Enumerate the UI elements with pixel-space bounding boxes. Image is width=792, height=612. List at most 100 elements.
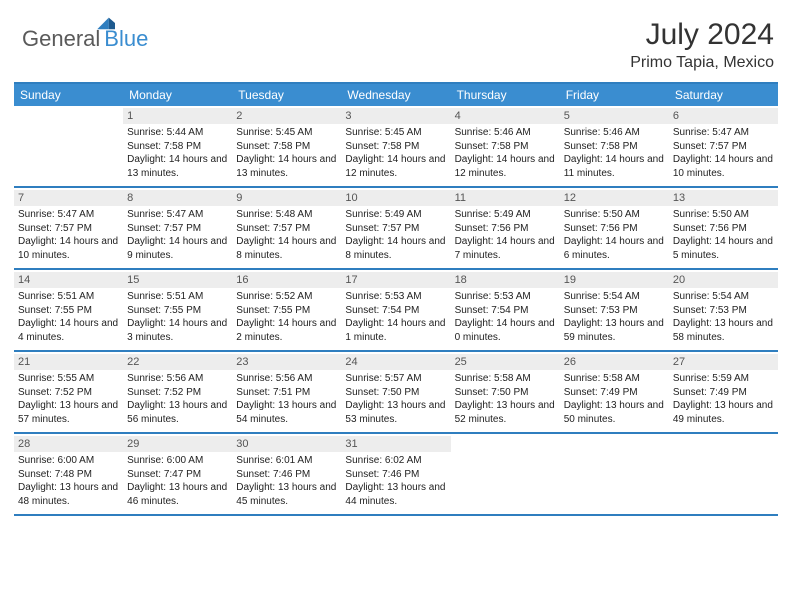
calendar-cell: 19 Sunrise: 5:54 AMSunset: 7:53 PMDayligh… <box>560 270 669 350</box>
cell-body: Sunrise: 5:47 AMSunset: 7:57 PMDaylight:… <box>673 126 774 180</box>
date-number: 16 <box>232 272 341 288</box>
cell-body: Sunrise: 5:58 AMSunset: 7:49 PMDaylight:… <box>564 372 665 426</box>
calendar-cell: 11Sunrise: 5:49 AMSunset: 7:56 PMDayligh… <box>451 188 560 268</box>
date-number: 24 <box>341 354 450 370</box>
cell-body: Sunrise: 5:55 AMSunset: 7:52 PMDaylight:… <box>18 372 119 426</box>
calendar-week: 1 Sunrise: 5:44 AMSunset: 7:58 PMDaylight… <box>14 106 778 188</box>
date-number: 13 <box>669 190 778 206</box>
date-number: 28 <box>14 436 123 452</box>
cell-body: Sunrise: 5:51 AMSunset: 7:55 PMDaylight:… <box>18 290 119 344</box>
calendar-cell: 21 Sunrise: 5:55 AMSunset: 7:52 PMDayligh… <box>14 352 123 432</box>
calendar-cell: 9 Sunrise: 5:48 AMSunset: 7:57 PMDaylight… <box>232 188 341 268</box>
cell-body: Sunrise: 5:48 AMSunset: 7:57 PMDaylight:… <box>236 208 337 262</box>
date-number: 1 <box>123 108 232 124</box>
date-number: 26 <box>560 354 669 370</box>
day-header: Friday <box>560 84 669 106</box>
calendar-cell: 18Sunrise: 5:53 AMSunset: 7:54 PMDayligh… <box>451 270 560 350</box>
date-number: 12 <box>560 190 669 206</box>
day-header: Sunday <box>14 84 123 106</box>
cell-body: Sunrise: 5:56 AMSunset: 7:52 PMDaylight:… <box>127 372 228 426</box>
page-header: GeneralBlue July 2024 Primo Tapia, Mexic… <box>14 18 778 72</box>
date-number: 22 <box>123 354 232 370</box>
location-label: Primo Tapia, Mexico <box>630 54 774 72</box>
calendar-week: 28 Sunrise: 6:00 AMSunset: 7:48 PMDayligh… <box>14 434 778 516</box>
cell-body: Sunrise: 5:56 AMSunset: 7:51 PMDaylight:… <box>236 372 337 426</box>
cell-body: Sunrise: 6:01 AMSunset: 7:46 PMDaylight:… <box>236 454 337 508</box>
date-number: 7 <box>14 190 123 206</box>
calendar-week: 7Sunrise: 5:47 AMSunset: 7:57 PMDaylight… <box>14 188 778 270</box>
cell-body: Sunrise: 5:59 AMSunset: 7:49 PMDaylight:… <box>673 372 774 426</box>
cell-body: Sunrise: 5:46 AMSunset: 7:58 PMDaylight:… <box>455 126 556 180</box>
calendar-cell <box>14 106 123 186</box>
title-block: July 2024 Primo Tapia, Mexico <box>630 18 774 72</box>
calendar-cell: 20Sunrise: 5:54 AMSunset: 7:53 PMDayligh… <box>669 270 778 350</box>
cell-body: Sunrise: 5:57 AMSunset: 7:50 PMDaylight:… <box>345 372 446 426</box>
calendar-cell: 12 Sunrise: 5:50 AMSunset: 7:56 PMDayligh… <box>560 188 669 268</box>
calendar-cell: 1 Sunrise: 5:44 AMSunset: 7:58 PMDaylight… <box>123 106 232 186</box>
date-number: 4 <box>451 108 560 124</box>
date-number: 10 <box>341 190 450 206</box>
cell-body: Sunrise: 6:02 AMSunset: 7:46 PMDaylight:… <box>345 454 446 508</box>
date-number: 20 <box>669 272 778 288</box>
calendar-cell <box>451 434 560 514</box>
calendar-cell: 26 Sunrise: 5:58 AMSunset: 7:49 PMDayligh… <box>560 352 669 432</box>
cell-body: Sunrise: 5:47 AMSunset: 7:57 PMDaylight:… <box>127 208 228 262</box>
day-header: Tuesday <box>232 84 341 106</box>
cell-body: Sunrise: 5:49 AMSunset: 7:56 PMDaylight:… <box>455 208 556 262</box>
calendar-cell: 10 Sunrise: 5:49 AMSunset: 7:57 PMDayligh… <box>341 188 450 268</box>
cell-body: Sunrise: 6:00 AMSunset: 7:48 PMDaylight:… <box>18 454 119 508</box>
cell-body: Sunrise: 5:54 AMSunset: 7:53 PMDaylight:… <box>564 290 665 344</box>
cell-body: Sunrise: 5:44 AMSunset: 7:58 PMDaylight:… <box>127 126 228 180</box>
calendar-cell: 8 Sunrise: 5:47 AMSunset: 7:57 PMDaylight… <box>123 188 232 268</box>
date-number: 15 <box>123 272 232 288</box>
date-number: 3 <box>341 108 450 124</box>
calendar-cell: 28 Sunrise: 6:00 AMSunset: 7:48 PMDayligh… <box>14 434 123 514</box>
cell-body: Sunrise: 5:45 AMSunset: 7:58 PMDaylight:… <box>345 126 446 180</box>
cell-body: Sunrise: 5:58 AMSunset: 7:50 PMDaylight:… <box>455 372 556 426</box>
date-number: 17 <box>341 272 450 288</box>
cell-body: Sunrise: 5:49 AMSunset: 7:57 PMDaylight:… <box>345 208 446 262</box>
date-number: 6 <box>669 108 778 124</box>
calendar-cell: 7Sunrise: 5:47 AMSunset: 7:57 PMDaylight… <box>14 188 123 268</box>
day-header-row: SundayMondayTuesdayWednesdayThursdayFrid… <box>14 84 778 106</box>
calendar-cell: 17 Sunrise: 5:53 AMSunset: 7:54 PMDayligh… <box>341 270 450 350</box>
date-number: 18 <box>451 272 560 288</box>
calendar-cell: 6 Sunrise: 5:47 AMSunset: 7:57 PMDaylight… <box>669 106 778 186</box>
date-number: 9 <box>232 190 341 206</box>
date-number: 27 <box>669 354 778 370</box>
day-header: Wednesday <box>341 84 450 106</box>
logo-triangle-icon <box>96 15 118 31</box>
calendar-cell: 29 Sunrise: 6:00 AMSunset: 7:47 PMDayligh… <box>123 434 232 514</box>
calendar-cell: 31 Sunrise: 6:02 AMSunset: 7:46 PMDayligh… <box>341 434 450 514</box>
date-number: 8 <box>123 190 232 206</box>
calendar-cell: 3 Sunrise: 5:45 AMSunset: 7:58 PMDaylight… <box>341 106 450 186</box>
calendar-cell: 2Sunrise: 5:45 AMSunset: 7:58 PMDaylight… <box>232 106 341 186</box>
logo: GeneralBlue <box>22 26 148 52</box>
date-number: 5 <box>560 108 669 124</box>
calendar-cell: 13 Sunrise: 5:50 AMSunset: 7:56 PMDayligh… <box>669 188 778 268</box>
calendar-cell: 30Sunrise: 6:01 AMSunset: 7:46 PMDayligh… <box>232 434 341 514</box>
calendar-cell: 14Sunrise: 5:51 AMSunset: 7:55 PMDayligh… <box>14 270 123 350</box>
calendar-cell: 25Sunrise: 5:58 AMSunset: 7:50 PMDayligh… <box>451 352 560 432</box>
day-header: Thursday <box>451 84 560 106</box>
calendar-cell: 22 Sunrise: 5:56 AMSunset: 7:52 PMDayligh… <box>123 352 232 432</box>
cell-body: Sunrise: 5:52 AMSunset: 7:55 PMDaylight:… <box>236 290 337 344</box>
date-number: 23 <box>232 354 341 370</box>
calendar-cell: 24 Sunrise: 5:57 AMSunset: 7:50 PMDayligh… <box>341 352 450 432</box>
calendar-cell <box>669 434 778 514</box>
cell-body: Sunrise: 5:50 AMSunset: 7:56 PMDaylight:… <box>673 208 774 262</box>
date-number: 31 <box>341 436 450 452</box>
cell-body: Sunrise: 5:46 AMSunset: 7:58 PMDaylight:… <box>564 126 665 180</box>
calendar-cell: 4 Sunrise: 5:46 AMSunset: 7:58 PMDaylight… <box>451 106 560 186</box>
cell-body: Sunrise: 6:00 AMSunset: 7:47 PMDaylight:… <box>127 454 228 508</box>
date-number: 2 <box>232 108 341 124</box>
date-number: 19 <box>560 272 669 288</box>
cell-body: Sunrise: 5:50 AMSunset: 7:56 PMDaylight:… <box>564 208 665 262</box>
calendar-cell <box>560 434 669 514</box>
date-number: 21 <box>14 354 123 370</box>
calendar-grid: SundayMondayTuesdayWednesdayThursdayFrid… <box>14 82 778 516</box>
month-title: July 2024 <box>630 18 774 52</box>
day-header: Monday <box>123 84 232 106</box>
date-number: 29 <box>123 436 232 452</box>
cell-body: Sunrise: 5:53 AMSunset: 7:54 PMDaylight:… <box>345 290 446 344</box>
